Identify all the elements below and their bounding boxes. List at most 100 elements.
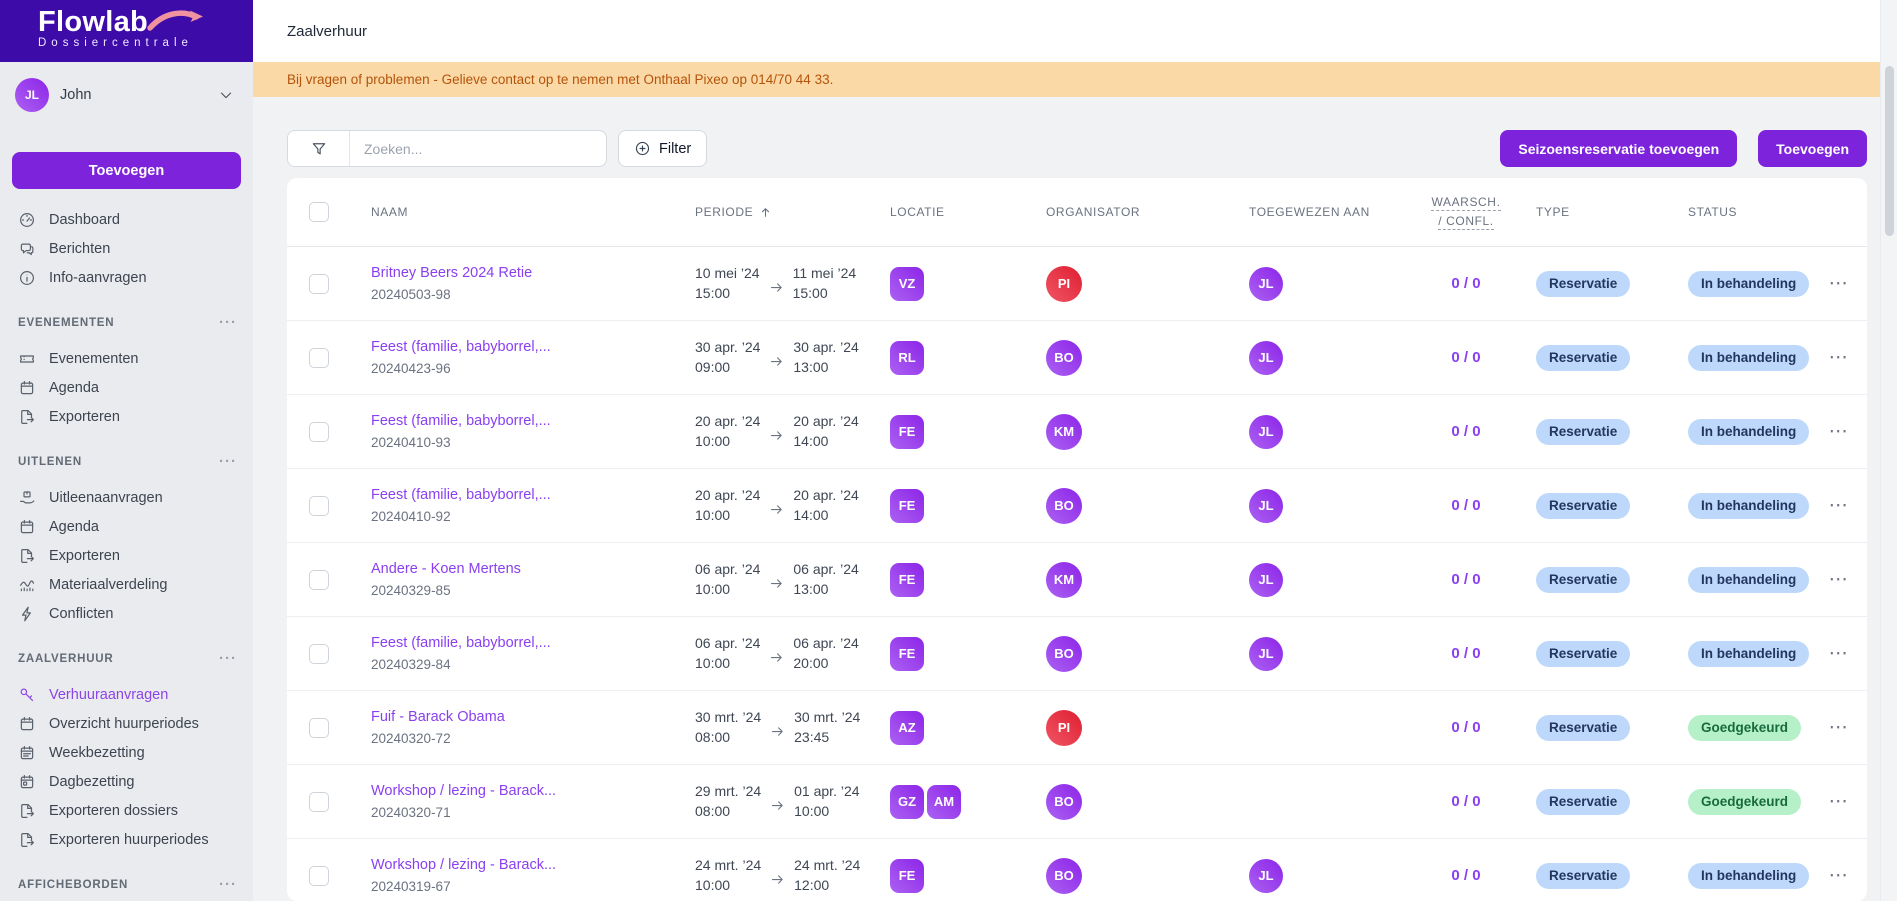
locations: FE <box>881 414 1036 449</box>
dossier-link[interactable]: Feest (familie, babyborrel,... <box>371 413 551 429</box>
sidebar-item-materiaalverdeling[interactable]: Materiaalverdeling <box>0 570 253 599</box>
filter-button[interactable]: Filter <box>618 130 708 167</box>
circle-plus-icon <box>634 140 651 157</box>
section-menu-button[interactable]: ··· <box>219 876 237 893</box>
dossier-id: 20240320-71 <box>371 805 451 820</box>
organiser-avatar: KM <box>1046 561 1082 598</box>
type-badge: Reservatie <box>1536 862 1631 889</box>
sidebar-item-exporteren-dossiers[interactable]: Exporteren dossiers <box>0 796 253 825</box>
brand-subtitle: Dossiercentrale <box>38 37 193 50</box>
dossier-link[interactable]: Britney Beers 2024 Retie <box>371 265 533 281</box>
row-menu-button[interactable]: ⋯ <box>1828 568 1849 590</box>
period-end: 30 apr. ’24 13:00 <box>793 338 859 375</box>
row-menu-button[interactable]: ⋯ <box>1828 346 1849 368</box>
funnel-icon[interactable] <box>288 131 350 166</box>
arrow-right-icon <box>769 650 784 665</box>
row-checkbox[interactable] <box>309 569 329 590</box>
sidebar-item-verhuuraanvragen[interactable]: Verhuuraanvragen <box>0 680 253 709</box>
period-end: 20 apr. ’24 14:00 <box>793 412 859 449</box>
row-menu-button[interactable]: ⋯ <box>1828 716 1849 738</box>
dossier-link[interactable]: Andere - Koen Mertens <box>371 561 521 577</box>
period-end: 11 mei ’24 15:00 <box>792 264 857 301</box>
row-checkbox[interactable] <box>309 421 329 442</box>
row-checkbox[interactable] <box>309 495 329 516</box>
row-menu-button[interactable]: ⋯ <box>1828 494 1849 516</box>
sidebar-item-agenda[interactable]: Agenda <box>0 512 253 541</box>
assigned-avatar: JL <box>1249 636 1283 671</box>
sidebar-item-dashboard[interactable]: Dashboard <box>0 205 253 234</box>
select-all-checkbox[interactable] <box>309 202 329 222</box>
period: 30 apr. ’24 09:00 30 apr. ’24 13:00 <box>681 338 881 378</box>
add-button[interactable]: Toevoegen <box>1758 130 1867 167</box>
sidebar-item-exporteren[interactable]: Exporteren <box>0 541 253 570</box>
search-input[interactable] <box>350 131 606 166</box>
scrollbar-thumb[interactable] <box>1885 66 1894 236</box>
assigned-avatar: JL <box>1249 562 1283 597</box>
column-header-locatie[interactable]: LOCATIE <box>890 205 945 219</box>
dossier-link[interactable]: Fuif - Barack Obama <box>371 709 505 725</box>
locations: RL <box>881 340 1036 375</box>
logo-swoosh-icon <box>147 10 203 31</box>
dossier-id: 20240410-93 <box>371 435 451 450</box>
column-header-status[interactable]: STATUS <box>1688 205 1738 219</box>
sidebar-section: ZAALVERHUUR ··· <box>18 650 237 667</box>
sidebar-add-button[interactable]: Toevoegen <box>12 152 241 189</box>
row-checkbox[interactable] <box>309 273 329 294</box>
section-menu-button[interactable]: ··· <box>219 650 237 667</box>
table-row: Andere - Koen Mertens 20240329-85 06 apr… <box>287 543 1867 617</box>
sidebar-item-dagbezetting[interactable]: Dagbezetting <box>0 767 253 796</box>
row-menu-button[interactable]: ⋯ <box>1828 790 1849 812</box>
status-badge: In behandeling <box>1688 862 1810 889</box>
user-menu[interactable]: JL John <box>0 62 253 128</box>
season-reservation-button[interactable]: Seizoensreservatie toevoegen <box>1500 130 1738 167</box>
organiser-avatar: BO <box>1046 339 1082 376</box>
sidebar-section: UITLENEN ··· <box>18 453 237 470</box>
column-header-type[interactable]: TYPE <box>1536 205 1570 219</box>
column-header-toegewezen[interactable]: TOEGEWEZEN AAN <box>1249 205 1370 219</box>
sidebar-item-overzicht-huurperiodes[interactable]: Overzicht huurperiodes <box>0 709 253 738</box>
dossier-link[interactable]: Workshop / lezing - Barack... <box>371 857 557 873</box>
sidebar-item-evenementen[interactable]: Evenementen <box>0 344 253 373</box>
location-badge: FE <box>890 636 924 671</box>
table-header: NAAM PERIODE LOCATIE ORGANISATOR TOEGEWE… <box>287 178 1867 247</box>
column-header-naam[interactable]: NAAM <box>371 205 409 219</box>
row-menu-button[interactable]: ⋯ <box>1828 420 1849 442</box>
dossier-link[interactable]: Feest (familie, babyborrel,... <box>371 487 551 503</box>
row-checkbox[interactable] <box>309 347 329 368</box>
sidebar-item-info-aanvragen[interactable]: Info-aanvragen <box>0 263 253 292</box>
dossier-link[interactable]: Workshop / lezing - Barack... <box>371 783 557 799</box>
column-header-periode[interactable]: PERIODE <box>681 205 881 219</box>
row-menu-button[interactable]: ⋯ <box>1828 864 1849 886</box>
section-menu-button[interactable]: ··· <box>219 453 237 470</box>
row-checkbox[interactable] <box>309 717 329 738</box>
scrollbar[interactable] <box>1880 0 1897 901</box>
sidebar-item-agenda[interactable]: Agenda <box>0 373 253 402</box>
section-menu-button[interactable]: ··· <box>219 314 237 331</box>
row-checkbox[interactable] <box>309 791 329 812</box>
sidebar-item-weekbezetting[interactable]: Weekbezetting <box>0 738 253 767</box>
brand-name: Flowlab <box>38 6 149 38</box>
period: 20 apr. ’24 10:00 20 apr. ’24 14:00 <box>681 486 881 526</box>
column-header-organisator[interactable]: ORGANISATOR <box>1046 205 1141 219</box>
sidebar-item-conflicten[interactable]: Conflicten <box>0 599 253 628</box>
row-menu-button[interactable]: ⋯ <box>1828 642 1849 664</box>
status-badge: In behandeling <box>1688 418 1810 445</box>
row-menu-button[interactable]: ⋯ <box>1828 272 1849 294</box>
sidebar-item-uitleenaanvragen[interactable]: Uitleenaanvragen <box>0 483 253 512</box>
dossier-link[interactable]: Feest (familie, babyborrel,... <box>371 635 551 651</box>
sidebar-item-berichten[interactable]: Berichten <box>0 234 253 263</box>
sidebar-item-exporteren[interactable]: Exporteren <box>0 402 253 431</box>
organiser-avatar: BO <box>1046 635 1082 672</box>
arrow-right-icon <box>769 576 784 591</box>
column-header-waarsch-confl[interactable]: WAARSCH. / CONFL. <box>1431 195 1501 230</box>
warnings-conflicts-count: 0 / 0 <box>1451 423 1481 440</box>
warnings-conflicts-count: 0 / 0 <box>1451 571 1481 588</box>
table-row: Workshop / lezing - Barack... 20240320-7… <box>287 765 1867 839</box>
sidebar-item-exporteren-huurperiodes[interactable]: Exporteren huurperiodes <box>0 825 253 854</box>
table-row: Feest (familie, babyborrel,... 20240329-… <box>287 617 1867 691</box>
status-badge: In behandeling <box>1688 640 1810 667</box>
row-checkbox[interactable] <box>309 865 329 886</box>
dossier-link[interactable]: Feest (familie, babyborrel,... <box>371 339 551 355</box>
row-checkbox[interactable] <box>309 643 329 664</box>
export-icon <box>18 831 36 849</box>
